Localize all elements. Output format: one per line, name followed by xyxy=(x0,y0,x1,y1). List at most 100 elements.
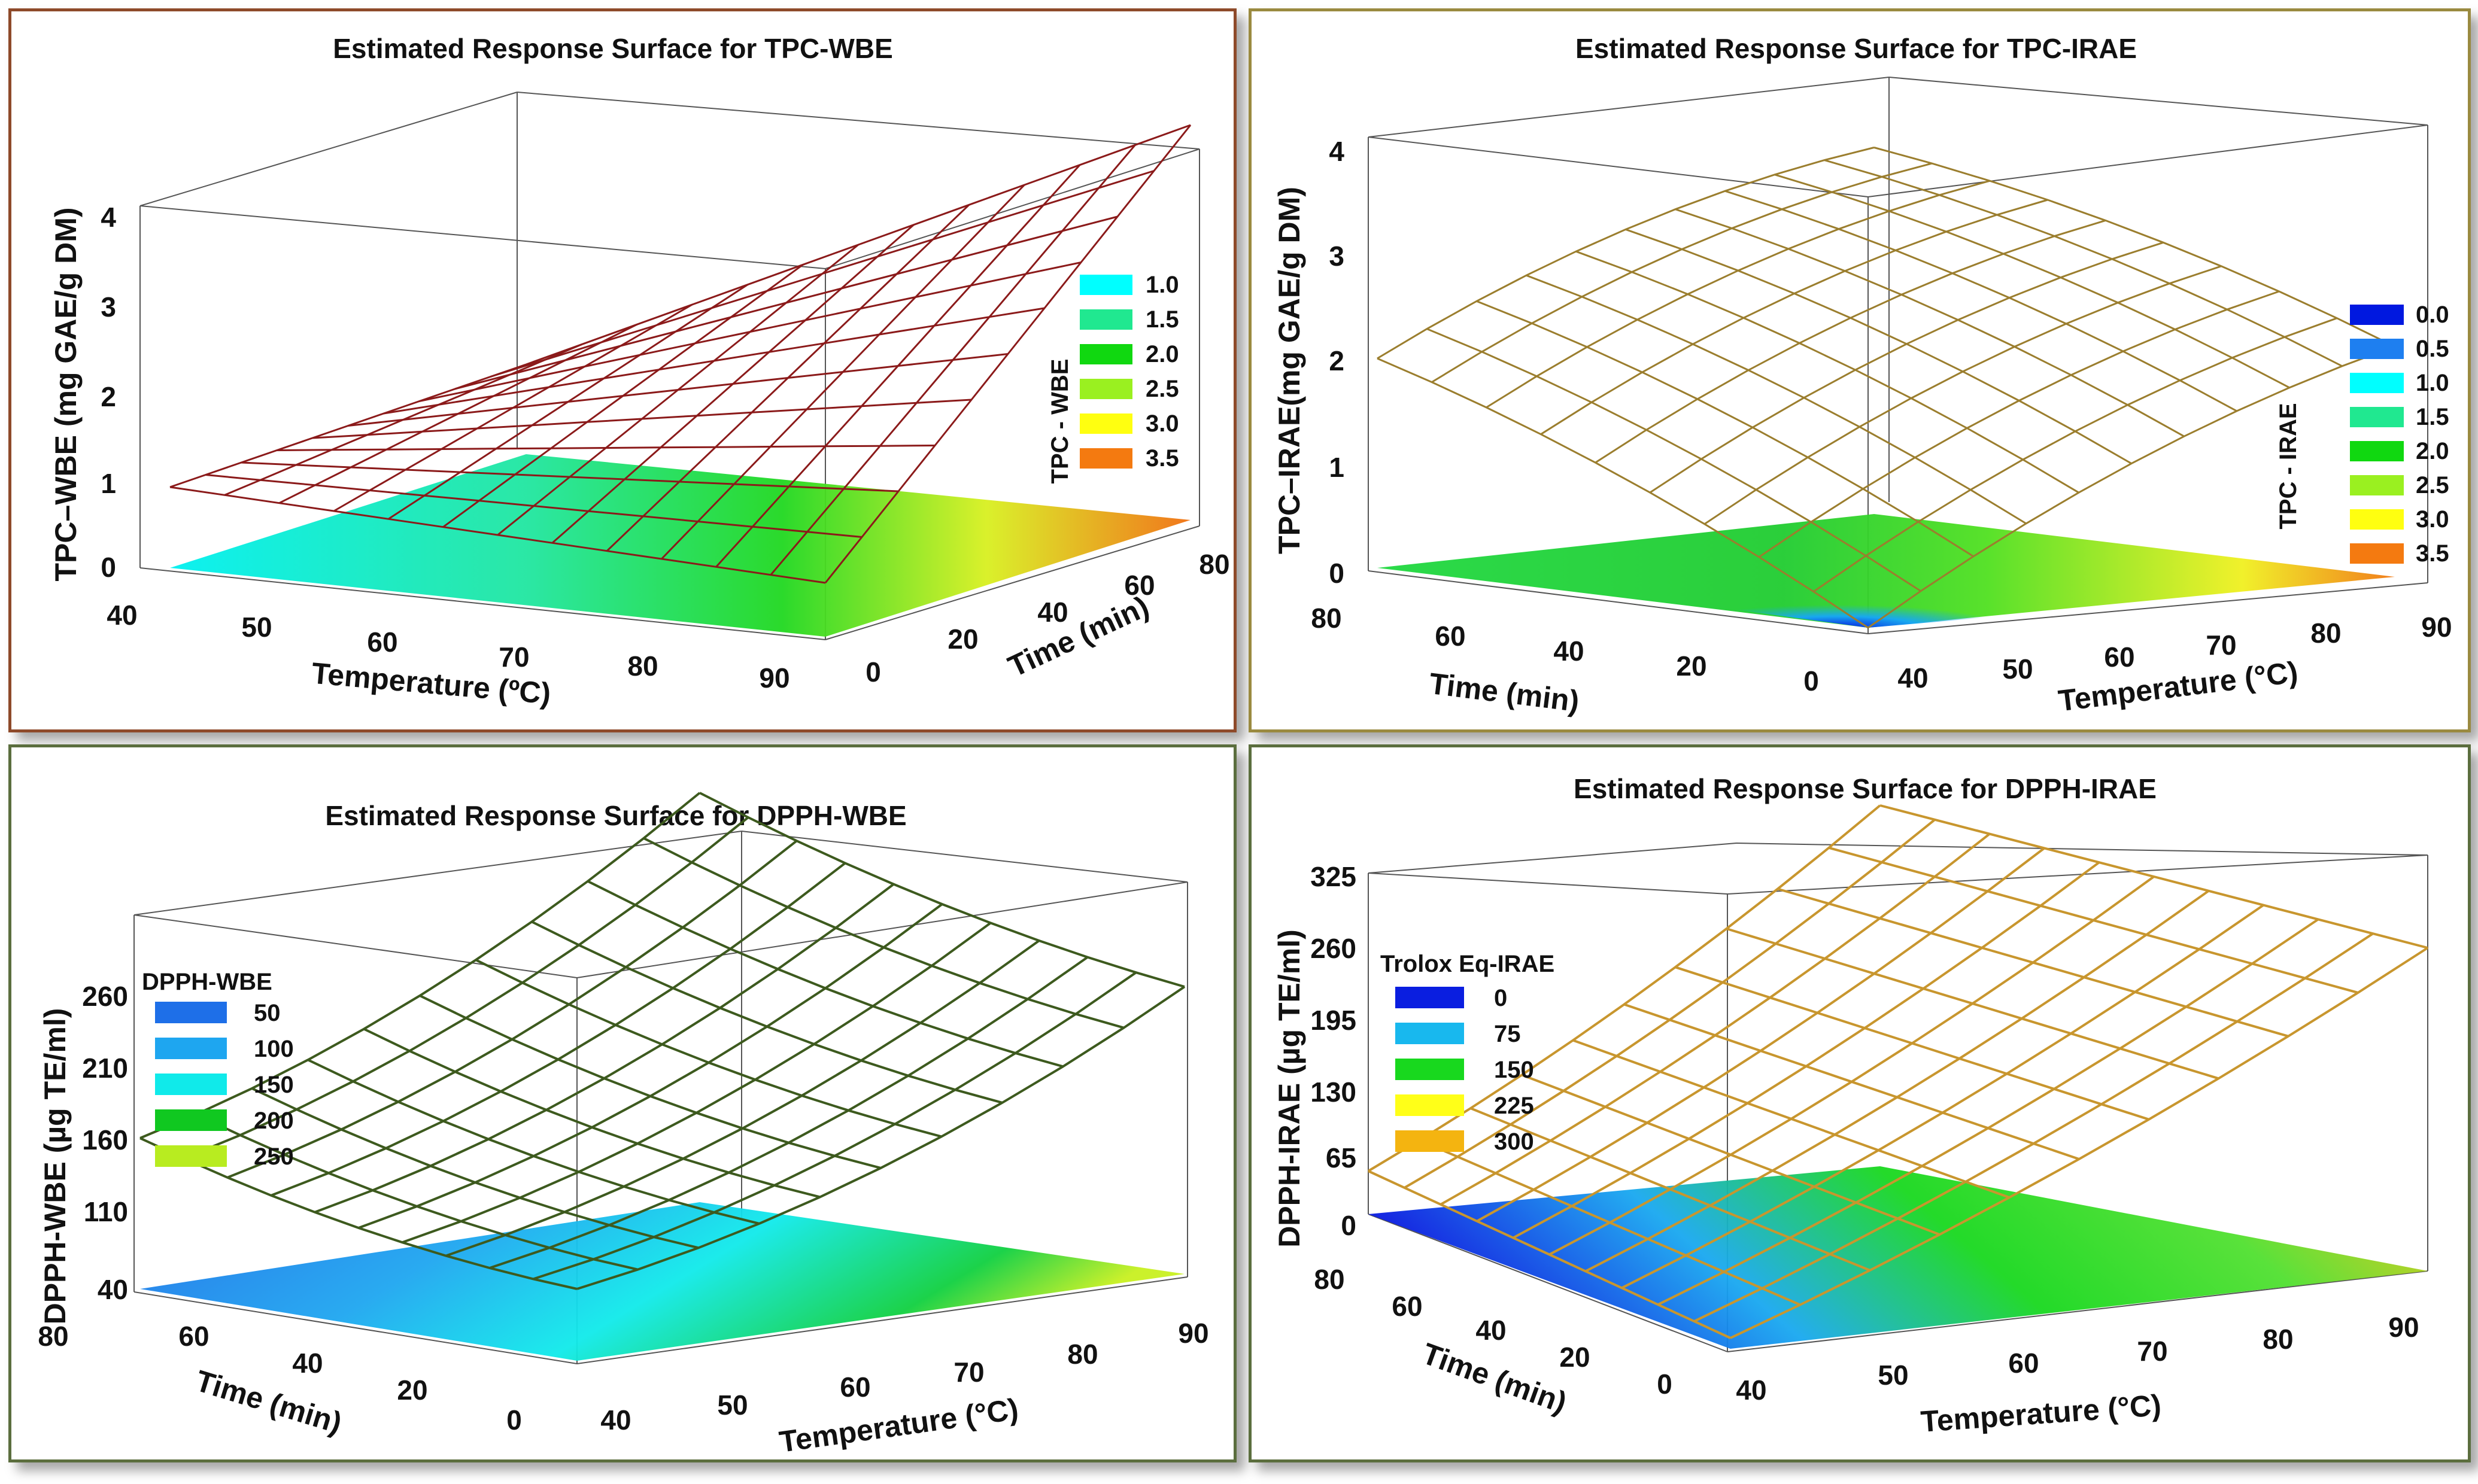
mesh-line xyxy=(169,363,527,488)
z-axis-label: DPPH-IRAE (µg TE/ml) xyxy=(1273,929,1306,1248)
y-tick: 20 xyxy=(1676,650,1706,682)
legend-label: 250 xyxy=(254,1144,294,1170)
legend-label: 150 xyxy=(254,1072,294,1098)
z-tick: 1 xyxy=(1329,452,1344,483)
legend-label: 225 xyxy=(1494,1093,1534,1119)
mesh-line xyxy=(1675,966,2149,1121)
legend-swatch xyxy=(1080,309,1132,330)
y-tick: 0 xyxy=(506,1404,522,1436)
y-tick: 0 xyxy=(1657,1369,1672,1400)
x-tick: 40 xyxy=(107,600,137,631)
mesh-line xyxy=(531,920,1003,1104)
legend: 0 75 150 225 300 xyxy=(1395,985,1534,1155)
x-tick: 50 xyxy=(717,1389,748,1421)
z-axis-label: TPC–IRAE(mg GAE/g DM) xyxy=(1273,187,1306,554)
mesh-line xyxy=(1879,804,2428,949)
z-tick: 40 xyxy=(98,1274,128,1305)
contour-floor xyxy=(170,454,1191,637)
x-tick: 90 xyxy=(2388,1312,2419,1343)
z-tick: 0 xyxy=(1341,1210,1356,1241)
y-tick: 60 xyxy=(178,1321,209,1352)
x-tick: 40 xyxy=(600,1404,631,1436)
legend: 1.0 1.5 2.0 2.5 3.0 3.5 xyxy=(1080,272,1179,472)
mesh-line xyxy=(1521,1074,1941,1236)
legend-swatch xyxy=(2350,305,2404,325)
x-tick: 50 xyxy=(2002,653,2033,685)
axis-box xyxy=(139,92,1200,640)
mesh-line xyxy=(770,144,1136,576)
y-tick: 20 xyxy=(948,624,978,655)
surface-mesh xyxy=(1367,804,2429,1339)
legend-label: 1.0 xyxy=(1146,272,1179,298)
chart-title: Estimated Response Surface for DPPH-IRAE xyxy=(1574,773,2157,804)
legend-swatch xyxy=(155,1038,227,1059)
x-tick: 80 xyxy=(1067,1339,1098,1370)
x-tick: 40 xyxy=(1897,662,1928,694)
y-tick: 20 xyxy=(397,1374,427,1406)
legend-label: 1.5 xyxy=(1146,306,1179,333)
x-tick: 90 xyxy=(2421,612,2452,643)
contour-floor-low xyxy=(1671,577,2042,628)
mesh-line xyxy=(1726,928,2219,1080)
mesh-line xyxy=(1675,208,2185,437)
mesh-line xyxy=(271,862,846,1197)
legend-swatch xyxy=(1080,413,1132,434)
z-axis-label: TPC–WBE (mg GAE/g DM) xyxy=(49,208,83,582)
z-axis-label: DPPH-WBE (µg TE/ml) xyxy=(38,1008,72,1325)
z-tick: 2 xyxy=(101,381,116,412)
legend-label: 0 xyxy=(1494,985,1507,1011)
axis-box xyxy=(1368,843,2428,1352)
mesh-line xyxy=(475,959,942,1138)
mesh-line xyxy=(699,792,1185,988)
x-tick: 90 xyxy=(1178,1318,1208,1349)
y-axis-label: Time (min) xyxy=(1418,1337,1571,1420)
y-tick: 40 xyxy=(292,1348,323,1379)
mesh-line xyxy=(195,1113,638,1271)
y-tick: 60 xyxy=(1392,1291,1422,1322)
y-tick: 80 xyxy=(1199,549,1229,580)
mesh-line xyxy=(224,343,582,496)
legend-label: 0.0 xyxy=(2416,302,2449,328)
legend-swatch xyxy=(1395,1059,1464,1080)
y-tick: 20 xyxy=(1559,1342,1590,1373)
x-tick: 60 xyxy=(840,1372,870,1403)
mesh-line xyxy=(1724,190,2237,412)
mesh-line xyxy=(824,124,1192,583)
x-tick: 60 xyxy=(367,627,397,658)
panel-dpph-wbe: Estimated Response Surface for DPPH-WBE … xyxy=(8,744,1237,1462)
y-tick: 60 xyxy=(1124,570,1155,601)
x-tick: 80 xyxy=(2310,618,2341,649)
x-tick: 70 xyxy=(2137,1336,2167,1367)
x-tick: 70 xyxy=(2206,630,2236,661)
mesh-line xyxy=(1595,219,2106,464)
legend-label: 1.5 xyxy=(2416,404,2449,430)
legend-label: 2.0 xyxy=(1146,341,1179,367)
legend-label: 0.5 xyxy=(2416,336,2449,362)
y-tick: 40 xyxy=(1037,597,1068,628)
z-tick: 130 xyxy=(1310,1076,1356,1108)
z-tick: 260 xyxy=(82,981,128,1012)
mesh-line xyxy=(1526,274,2027,525)
z-tick: 3 xyxy=(1329,241,1344,272)
legend-swatch xyxy=(1395,1130,1464,1152)
mesh-line xyxy=(643,837,1125,1029)
z-tick: 4 xyxy=(1329,136,1344,167)
legend-title: Trolox Eq-IRAE xyxy=(1380,951,1554,977)
x-tick: 60 xyxy=(2104,641,2134,673)
mesh-line xyxy=(363,1027,821,1199)
z-tick: 65 xyxy=(1326,1142,1356,1173)
x-tick: 70 xyxy=(953,1357,984,1388)
mesh-line xyxy=(1777,887,2289,1038)
z-tick: 3 xyxy=(101,291,116,323)
z-tick: 325 xyxy=(1310,861,1356,892)
x-axis-label: Temperature (°C) xyxy=(2057,655,2300,718)
legend-swatch xyxy=(1080,275,1132,295)
legend-label: 2.0 xyxy=(2416,438,2449,464)
legend-swatch xyxy=(1395,987,1464,1008)
legend-label: 2.5 xyxy=(2416,472,2449,498)
legend-title: DPPH-WBE xyxy=(142,969,272,995)
legend-label: 3.0 xyxy=(2416,506,2449,533)
legend-swatch xyxy=(2350,339,2404,359)
panel-tpc-irae: Estimated Response Surface for TPC-IRAE … xyxy=(1249,8,2471,732)
x-axis-label: Temperature (°C) xyxy=(777,1392,1020,1458)
